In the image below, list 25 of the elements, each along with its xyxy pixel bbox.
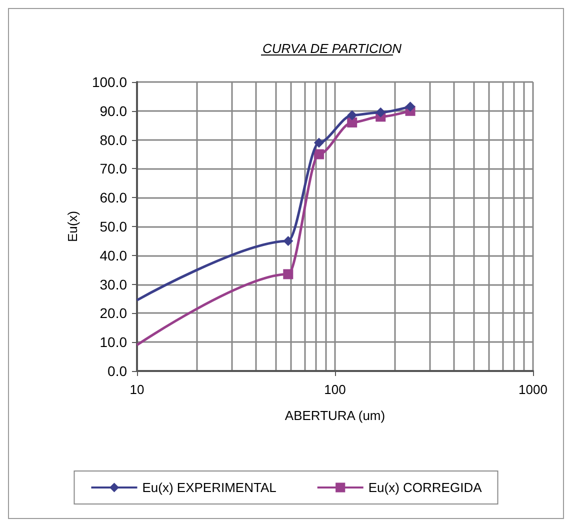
y-tick-label: 40.0 bbox=[100, 247, 128, 264]
legend-label: Eu(x) EXPERIMENTAL bbox=[142, 480, 276, 495]
point bbox=[405, 102, 416, 112]
point bbox=[314, 149, 324, 160]
point bbox=[283, 269, 294, 280]
y-tick-label: 50.0 bbox=[100, 218, 128, 234]
y-tick-label: 10.0 bbox=[100, 334, 128, 350]
legend-label: Eu(x) CORREGIDA bbox=[368, 480, 482, 495]
x-tick-label: 1000 bbox=[518, 382, 548, 397]
y-tick-label: 30.0 bbox=[100, 276, 128, 292]
y-axis-title: Eu(x) bbox=[65, 210, 80, 242]
y-tick-label: 0.0 bbox=[108, 363, 128, 379]
y-tick-label: 70.0 bbox=[100, 160, 128, 177]
y-tick-label: 90.0 bbox=[100, 102, 128, 119]
point bbox=[283, 236, 294, 246]
chart-title: CURVA DE PARTICION bbox=[262, 41, 402, 56]
point bbox=[376, 107, 386, 118]
point bbox=[314, 138, 324, 148]
y-tick-label: 80.0 bbox=[100, 132, 128, 148]
x-tick-label: 100 bbox=[324, 382, 346, 397]
x-axis-title: ABERTURA (um) bbox=[284, 408, 386, 423]
y-tick-label: 60.0 bbox=[100, 190, 128, 206]
y-tick-label: 20.0 bbox=[100, 305, 128, 322]
x-tick-label: 10 bbox=[130, 382, 144, 397]
y-tick-label: 100.0 bbox=[92, 74, 128, 90]
